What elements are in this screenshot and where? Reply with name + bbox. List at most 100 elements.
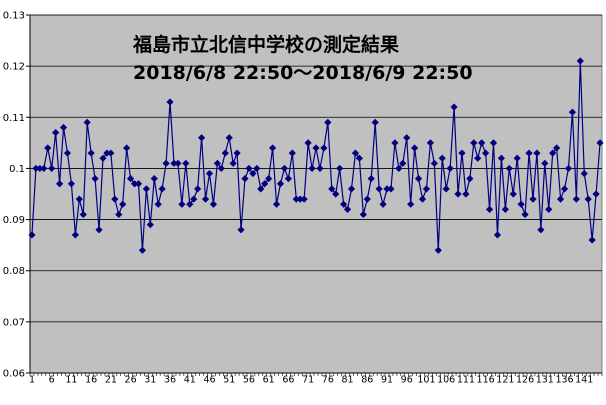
data-point [482, 149, 490, 157]
data-point [67, 180, 76, 188]
data-point [324, 118, 332, 126]
data-point [351, 149, 360, 157]
data-point [201, 195, 210, 203]
data-point [99, 154, 107, 162]
data-point [123, 144, 131, 152]
y-tick-label: 0.1 [9, 164, 25, 175]
data-point [414, 175, 423, 183]
chart-subtitle: 2018/6/8 22:50～2018/6/9 22:50 [133, 62, 473, 84]
data-point [592, 190, 600, 198]
x-tick-label: 71 [302, 374, 314, 385]
data-point [533, 149, 541, 157]
chart-title: 福島市立北信中学校の測定結果 [132, 33, 399, 56]
data-point [162, 159, 170, 167]
data-point [28, 231, 36, 239]
data-point [71, 231, 79, 239]
data-point [529, 195, 537, 203]
data-point [521, 210, 529, 219]
data-point [438, 154, 446, 162]
data-point [209, 200, 218, 208]
data-point [55, 180, 64, 188]
data-point [146, 221, 154, 229]
data-point [111, 195, 119, 203]
data-point [462, 190, 470, 198]
data-point [130, 180, 139, 188]
y-tick-label: 0.06 [3, 369, 25, 380]
data-point [119, 200, 127, 208]
data-point [340, 200, 348, 208]
x-tick-label: 136 [555, 374, 573, 385]
data-point [32, 164, 40, 173]
x-tick-label: 21 [105, 374, 117, 385]
data-point [466, 175, 474, 183]
x-tick-label: 91 [381, 374, 393, 385]
data-point [249, 169, 257, 178]
data-point [233, 149, 241, 157]
data-point [225, 134, 233, 142]
data-point [288, 149, 296, 157]
data-point [525, 149, 533, 157]
x-tick-label: 141 [575, 374, 593, 385]
x-axis-ticks: 1 6 11 16 21 26 31 36 41 46 51 56 61 66 71 76 81 86 91 96 10… [29, 372, 603, 385]
data-point [596, 139, 604, 147]
data-point [126, 175, 135, 183]
data-point [182, 159, 190, 167]
data-point [442, 185, 450, 193]
data-point [107, 149, 115, 157]
x-tick-label: 96 [401, 374, 413, 385]
x-tick-label: 41 [184, 374, 196, 385]
x-tick-label: 76 [322, 374, 334, 385]
data-point [430, 159, 438, 167]
data-point [245, 164, 253, 173]
data-point [359, 210, 367, 219]
x-tick-label: 26 [125, 374, 137, 385]
data-point [588, 236, 596, 244]
data-point [347, 185, 356, 193]
data-point [304, 139, 312, 147]
data-point [83, 118, 91, 126]
y-tick-label: 0.09 [3, 215, 25, 226]
data-point [537, 226, 545, 234]
data-point [332, 190, 340, 198]
data-point [75, 195, 83, 203]
data-point [44, 144, 52, 152]
data-point [541, 159, 549, 167]
y-tick-label: 0.08 [3, 266, 25, 277]
x-tick-label: 16 [85, 374, 97, 385]
data-point [355, 154, 363, 162]
data-point [454, 190, 462, 198]
x-tick-label: 36 [164, 374, 176, 385]
data-point [403, 134, 411, 142]
data-point [296, 195, 304, 203]
data-point [178, 200, 186, 208]
data-point [580, 169, 588, 178]
data-point [312, 144, 320, 152]
y-tick-label: 0.07 [3, 317, 25, 328]
data-point [505, 164, 513, 173]
data-point [52, 129, 60, 137]
x-tick-label: 131 [536, 374, 554, 385]
data-point [450, 103, 458, 111]
data-point [229, 159, 237, 167]
data-point [308, 164, 316, 173]
data-point [371, 118, 379, 126]
data-point [241, 175, 249, 183]
data-point [320, 144, 328, 152]
data-point [269, 144, 277, 152]
data-point [379, 200, 387, 208]
data-point [572, 195, 580, 203]
x-tick-label: 11 [65, 374, 77, 385]
data-point [545, 205, 553, 213]
data-point [458, 149, 466, 157]
data-point [509, 190, 517, 198]
data-point [497, 154, 506, 162]
data-point [564, 164, 573, 173]
data-point [553, 144, 561, 152]
data-point [517, 200, 525, 208]
x-tick-label: 101 [417, 374, 435, 385]
x-tick-label: 81 [342, 374, 354, 385]
data-point [158, 185, 166, 193]
data-point [576, 57, 584, 65]
data-point [513, 154, 521, 162]
